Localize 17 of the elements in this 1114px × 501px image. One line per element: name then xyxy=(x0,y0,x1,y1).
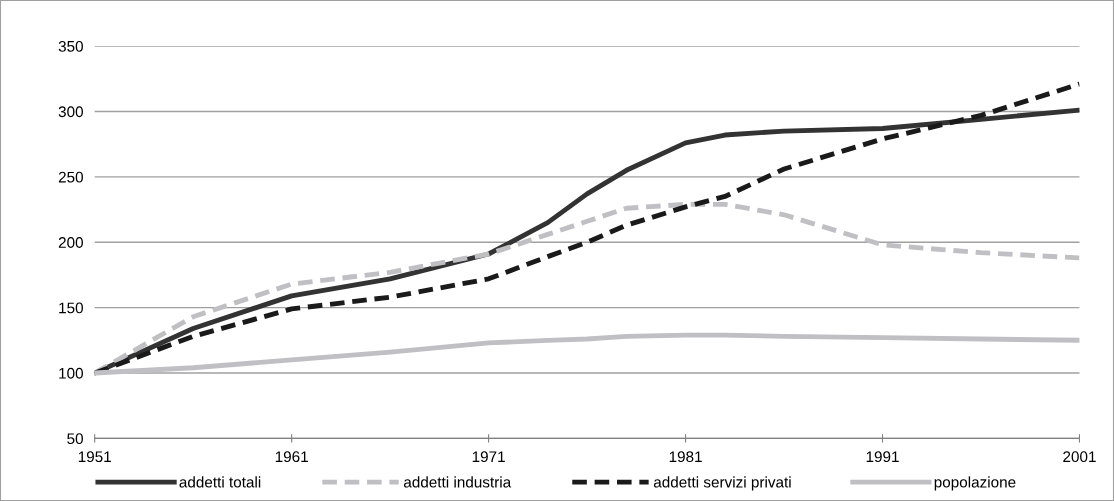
x-tick-label: 2001 xyxy=(1063,451,1096,463)
x-tick-label: 1951 xyxy=(78,451,111,463)
y-tick-label: 300 xyxy=(58,106,83,118)
legend-label: addetti totali xyxy=(179,476,261,488)
x-tick-label: 1961 xyxy=(275,451,308,463)
x-tick-label: 1981 xyxy=(669,451,702,463)
x-tick-label: 1991 xyxy=(866,451,899,463)
y-tick-label: 350 xyxy=(58,40,83,52)
legend-label: addetti servizi privati xyxy=(653,476,791,491)
y-tick-label: 100 xyxy=(59,367,83,379)
y-tick-label: 150 xyxy=(59,302,83,314)
y-tick-label: 50 xyxy=(67,433,83,445)
legend-label: popolazione xyxy=(934,476,1016,491)
legend-label: addetti industria xyxy=(403,476,512,488)
y-tick-label: 250 xyxy=(58,171,83,183)
x-tick-label: 1971 xyxy=(472,451,505,463)
y-tick-label: 200 xyxy=(58,237,83,248)
